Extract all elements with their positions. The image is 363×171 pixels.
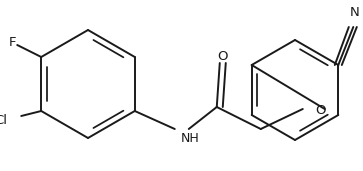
Text: N: N (350, 6, 359, 19)
Text: NH: NH (181, 132, 200, 145)
Text: Cl: Cl (0, 115, 7, 128)
Text: O: O (315, 104, 325, 117)
Text: F: F (8, 36, 16, 49)
Text: O: O (217, 50, 228, 63)
